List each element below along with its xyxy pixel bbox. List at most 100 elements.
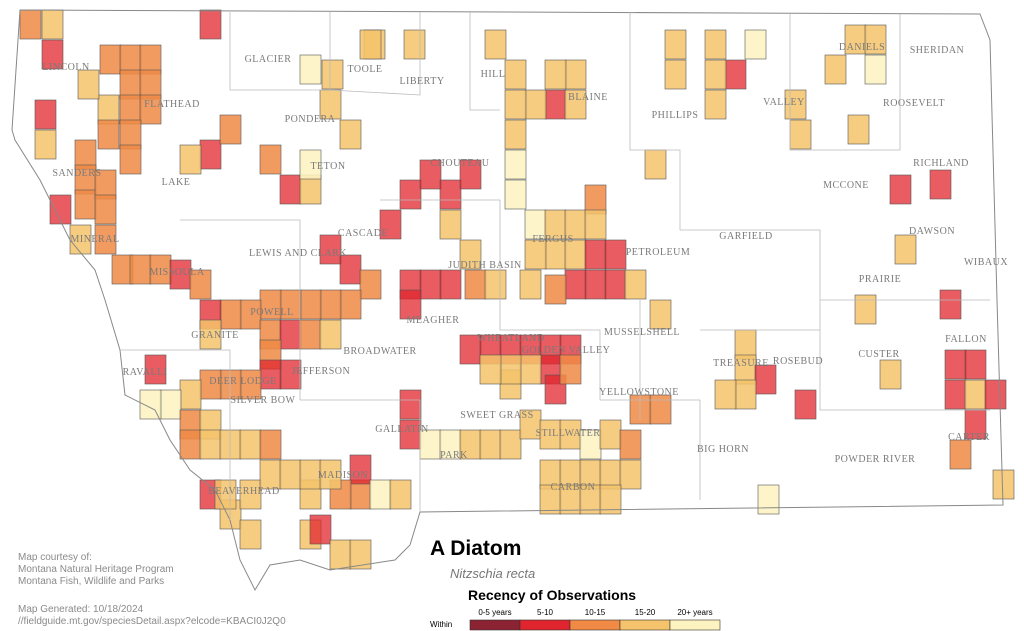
- observation-cell: [359, 29, 382, 60]
- observation-cell: [279, 459, 302, 490]
- observation-cell: [544, 274, 567, 305]
- observation-cell: [379, 209, 402, 240]
- county-label: LEWIS AND CLARK: [249, 248, 347, 259]
- observation-cells: [19, 9, 1015, 570]
- observation-cell: [734, 379, 757, 410]
- observation-cell: [119, 69, 142, 100]
- observation-cell: [714, 379, 737, 410]
- observation-cell: [519, 354, 542, 385]
- observation-cell: [179, 144, 202, 175]
- observation-cell: [944, 379, 967, 410]
- observation-cell: [584, 209, 607, 240]
- county-label: PRAIRIE: [859, 274, 901, 285]
- legend-swatch: [519, 619, 571, 631]
- county-label: CHOUTEAU: [431, 158, 490, 169]
- county-label: SHERIDAN: [910, 45, 965, 56]
- source-url: //fieldguide.mt.gov/speciesDetail.aspx?e…: [18, 616, 286, 627]
- county-label: HILL: [481, 69, 506, 80]
- observation-cell: [504, 59, 527, 90]
- county-label: LIBERTY: [399, 76, 444, 87]
- observation-cell: [704, 89, 727, 120]
- title: A Diatom: [430, 537, 521, 560]
- observation-cell: [929, 169, 952, 200]
- credit-line: Montana Natural Heritage Program: [18, 564, 174, 575]
- observation-cell: [299, 319, 322, 350]
- observation-cell: [949, 439, 972, 470]
- observation-cell: [964, 379, 987, 410]
- observation-cell: [524, 239, 547, 270]
- legend-title: Recency of Observations: [468, 587, 636, 603]
- observation-cell: [299, 149, 322, 180]
- observation-cell: [49, 194, 72, 225]
- observation-cell: [624, 269, 647, 300]
- county-label: TETON: [310, 161, 345, 172]
- observation-cell: [41, 9, 64, 40]
- observation-cell: [499, 354, 522, 385]
- observation-cell: [847, 114, 870, 145]
- county-label: GRANITE: [191, 330, 238, 341]
- county-label: DANIELS: [839, 42, 885, 53]
- legend-label: 15-20: [635, 608, 656, 617]
- observation-cell: [259, 144, 282, 175]
- observation-cell: [599, 484, 622, 515]
- county-label: WIBAUX: [964, 257, 1008, 268]
- observation-cell: [649, 394, 672, 425]
- county-label: PETROLEUM: [626, 247, 691, 258]
- observation-cell: [239, 519, 262, 550]
- observation-cell: [239, 479, 262, 510]
- county-label: BEAVERHEAD: [208, 486, 279, 497]
- county-label: TOOLE: [347, 64, 382, 75]
- observation-cell: [459, 239, 482, 270]
- observation-cell: [219, 299, 242, 330]
- legend-label: 0-5 years: [478, 608, 511, 617]
- observation-cell: [321, 59, 344, 90]
- observation-cell: [644, 149, 667, 180]
- observation-cell: [279, 319, 302, 350]
- county-label: SWEET GRASS: [460, 410, 533, 421]
- legend-label: 20+ years: [677, 608, 712, 617]
- observation-cell: [349, 479, 372, 510]
- county-label: FERGUS: [532, 234, 573, 245]
- county-label: CASCADE: [338, 228, 388, 239]
- observation-cell: [984, 379, 1007, 410]
- observation-cell: [41, 39, 64, 70]
- observation-cell: [349, 539, 372, 570]
- legend-label: 5-10: [537, 608, 554, 617]
- observation-cell: [619, 459, 642, 490]
- observation-cell: [319, 289, 342, 320]
- observation-cell: [419, 269, 442, 300]
- observation-cell: [604, 269, 627, 300]
- observation-cell: [604, 239, 627, 270]
- county-label: GALLATIN: [375, 424, 428, 435]
- county-label: PONDERA: [285, 114, 336, 125]
- county-label: ROSEBUD: [773, 356, 823, 367]
- observation-cell: [139, 69, 162, 100]
- observation-cell: [754, 364, 777, 395]
- county-label: VALLEY: [763, 97, 805, 108]
- county-label: MUSSELSHELL: [604, 327, 680, 338]
- observation-cell: [664, 59, 687, 90]
- observation-cell: [439, 209, 462, 240]
- observation-cell: [744, 29, 767, 60]
- county-label: DEER LODGE: [209, 376, 277, 387]
- credit-line: Map courtesy of:: [18, 552, 92, 563]
- observation-cell: [144, 354, 167, 385]
- county-label: DAWSON: [909, 226, 955, 237]
- county-label: FLATHEAD: [144, 99, 200, 110]
- observation-cell: [139, 44, 162, 75]
- county-label: CARTER: [948, 432, 990, 443]
- observation-cell: [504, 149, 527, 180]
- observation-cell: [789, 119, 812, 150]
- observation-cell: [944, 349, 967, 380]
- observation-cell: [479, 354, 502, 385]
- county-lines: [120, 12, 990, 520]
- observation-cell: [584, 184, 607, 215]
- observation-cell: [389, 479, 412, 510]
- observation-cell: [734, 329, 757, 360]
- observation-cell: [179, 379, 202, 410]
- observation-cell: [129, 254, 152, 285]
- observation-cell: [704, 59, 727, 90]
- observation-cell: [279, 174, 302, 205]
- legend-swatch: [469, 619, 521, 631]
- observation-cell: [794, 389, 817, 420]
